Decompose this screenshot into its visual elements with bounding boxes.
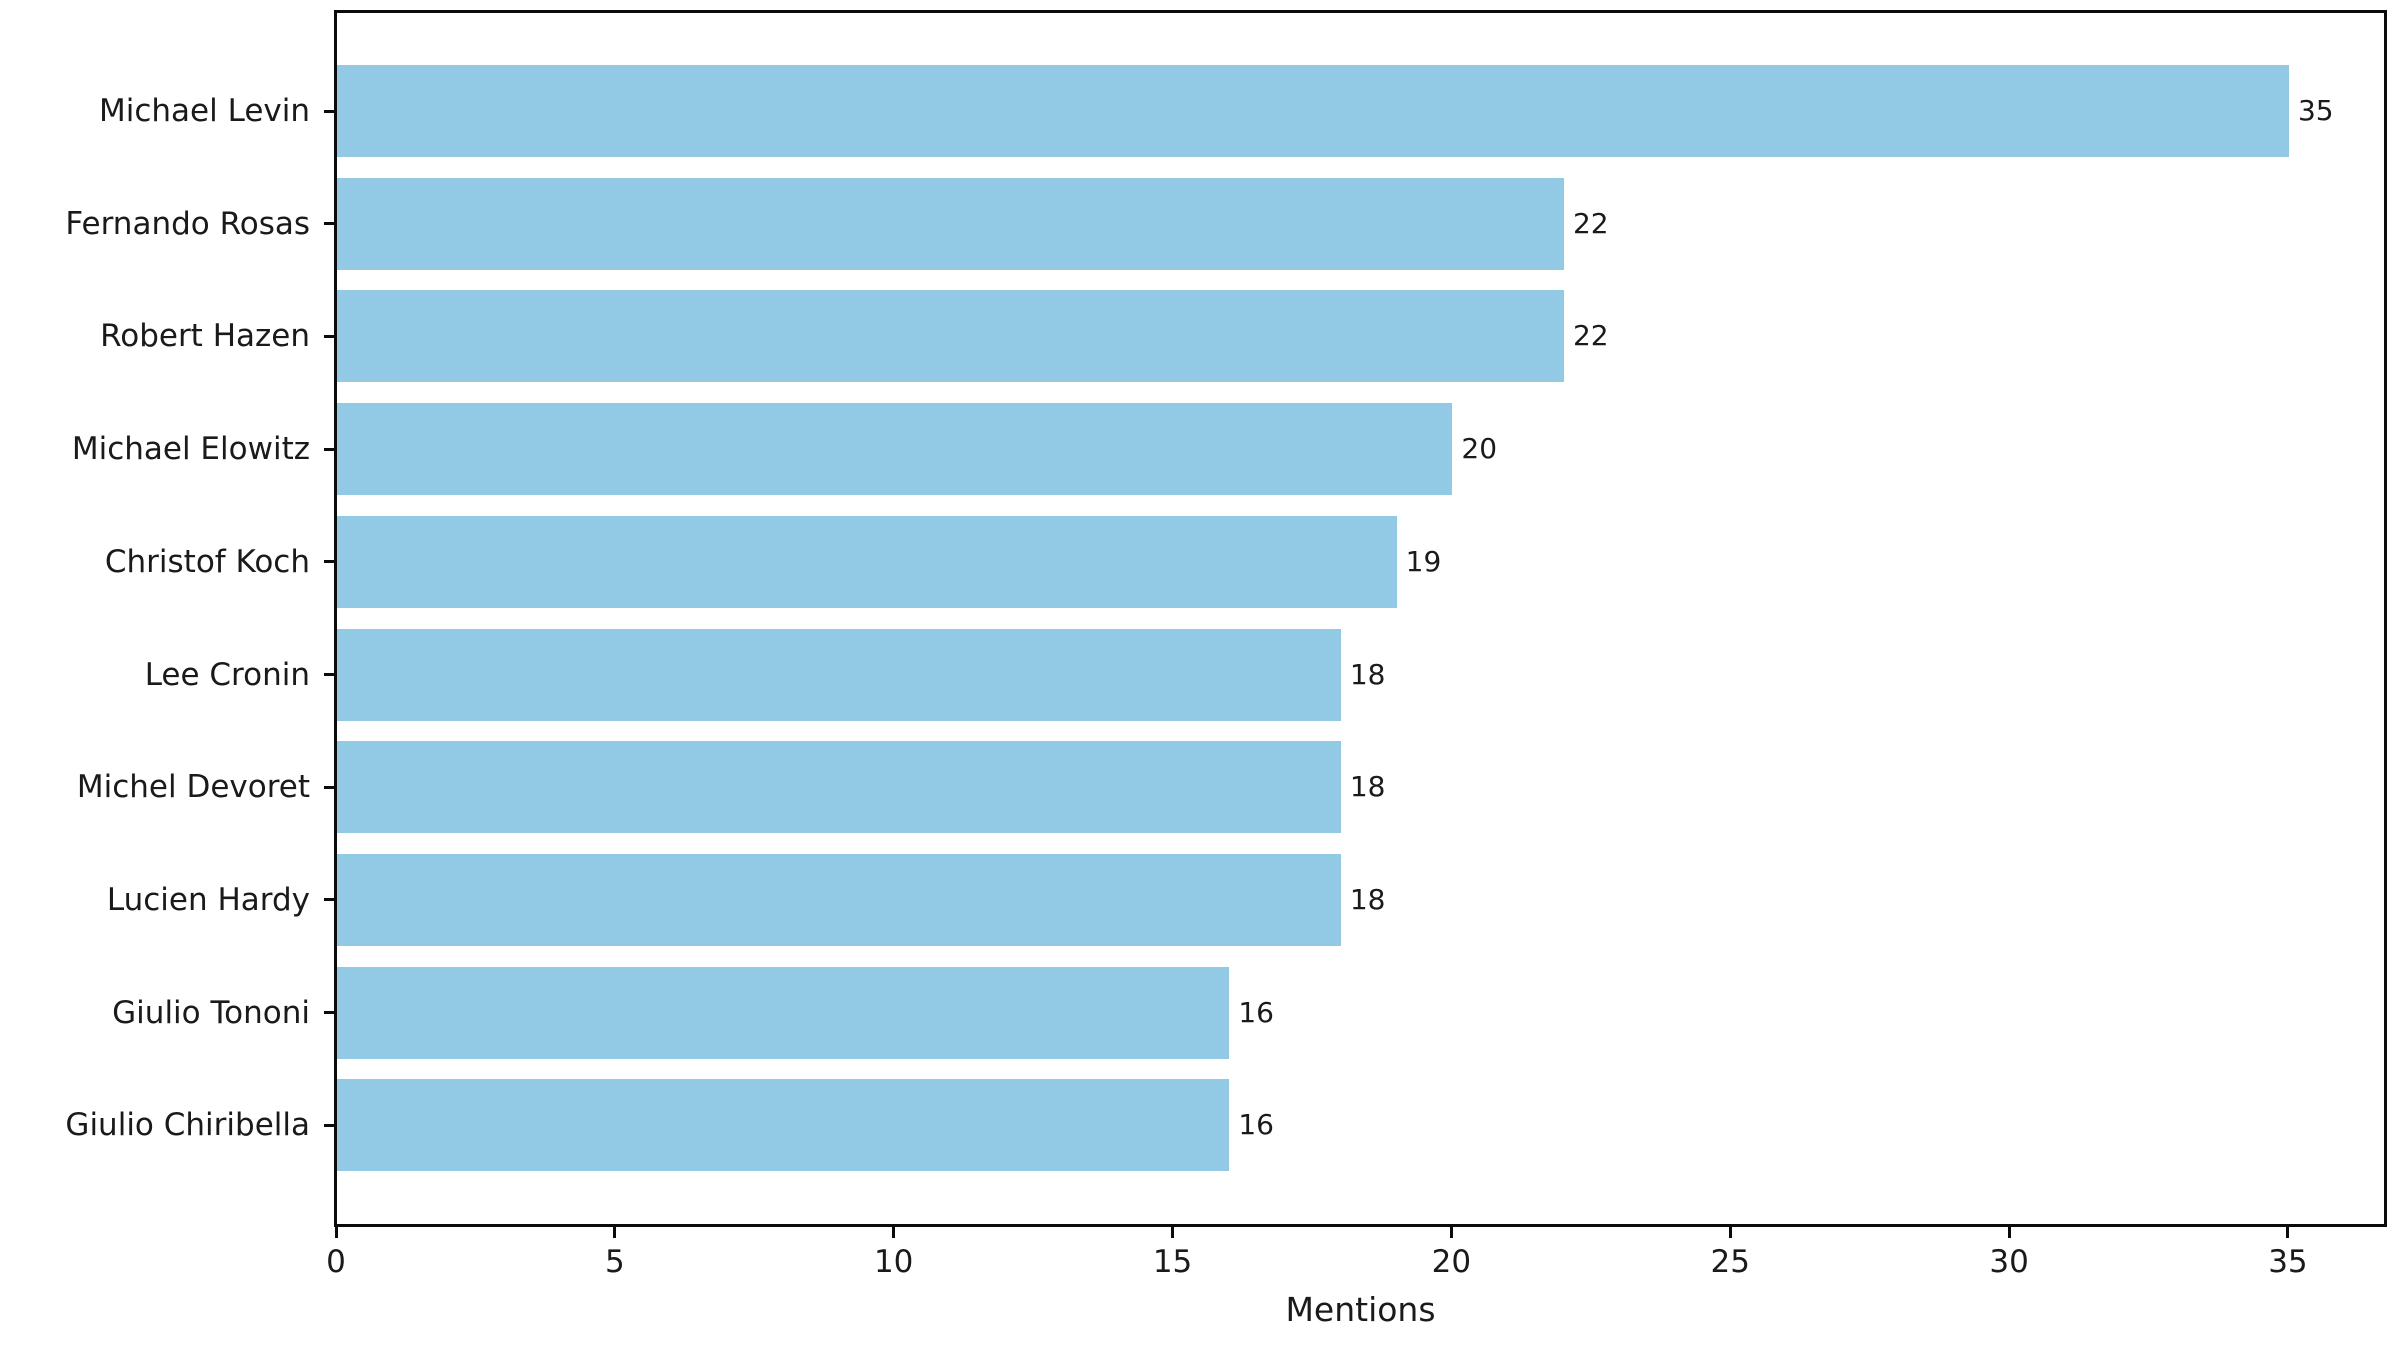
x-axis-label: Mentions (1285, 1290, 1436, 1329)
bar (337, 741, 1341, 834)
bar-value-label: 16 (1238, 995, 1274, 1029)
y-tick-mark (324, 898, 336, 902)
bar-value-label: 22 (1572, 319, 1609, 353)
y-tick-mark (324, 1011, 336, 1015)
bar-value-label: 22 (1572, 206, 1609, 240)
y-tick-label: Michael Elowitz (71, 431, 310, 468)
x-tick-mark (334, 1225, 338, 1238)
y-tick-label: Christof Koch (104, 543, 310, 580)
bar-value-label: 20 (1461, 432, 1498, 466)
x-tick-mark (2286, 1225, 2290, 1238)
bar (337, 403, 1453, 496)
y-tick-label: Lee Cronin (144, 656, 310, 693)
x-tick-label: 5 (604, 1244, 625, 1280)
y-tick-label: Lucien Hardy (106, 881, 310, 918)
x-tick-mark (613, 1225, 617, 1238)
bar-value-label: 19 (1405, 544, 1442, 578)
bar (337, 515, 1397, 608)
x-tick-label: 35 (2268, 1244, 2308, 1280)
bar (337, 1079, 1230, 1172)
x-tick-mark (2007, 1225, 2011, 1238)
y-tick-mark (324, 673, 336, 676)
x-tick-label: 0 (326, 1244, 346, 1280)
y-tick-label: Robert Hazen (100, 318, 310, 355)
y-tick-label: Giulio Chiribella (65, 1107, 310, 1144)
y-tick-label: Michel Devoret (76, 769, 310, 806)
y-tick-label: Giulio Tononi (112, 994, 310, 1031)
y-tick-label: Fernando Rosas (65, 205, 310, 242)
x-tick-mark (1449, 1225, 1453, 1238)
x-tick-label: 15 (1152, 1244, 1193, 1280)
bar (337, 853, 1341, 946)
y-tick-mark (324, 222, 336, 226)
bar (337, 65, 2289, 157)
x-tick-mark (1728, 1225, 1732, 1238)
x-tick-label: 20 (1431, 1244, 1472, 1280)
bar-value-label: 18 (1349, 770, 1386, 804)
bar-value-label: 18 (1349, 657, 1386, 691)
bar (337, 966, 1230, 1059)
y-tick-mark (324, 109, 336, 113)
x-tick-label: 25 (1710, 1244, 1750, 1280)
bar (337, 290, 1564, 383)
bar-value-label: 35 (2297, 94, 2334, 127)
y-tick-mark (324, 785, 336, 789)
bar (337, 177, 1564, 270)
x-tick-label: 10 (873, 1244, 914, 1280)
y-tick-mark (324, 560, 336, 564)
y-tick-label: Michael Levin (99, 93, 310, 129)
y-tick-mark (324, 1123, 336, 1127)
bar (337, 628, 1341, 721)
y-tick-mark (324, 334, 336, 338)
x-tick-mark (1171, 1225, 1175, 1238)
x-tick-label: 30 (1989, 1244, 2029, 1280)
bar-value-label: 18 (1349, 882, 1386, 916)
x-tick-mark (892, 1225, 896, 1238)
bar-value-label: 16 (1238, 1108, 1274, 1142)
y-tick-mark (324, 447, 336, 451)
